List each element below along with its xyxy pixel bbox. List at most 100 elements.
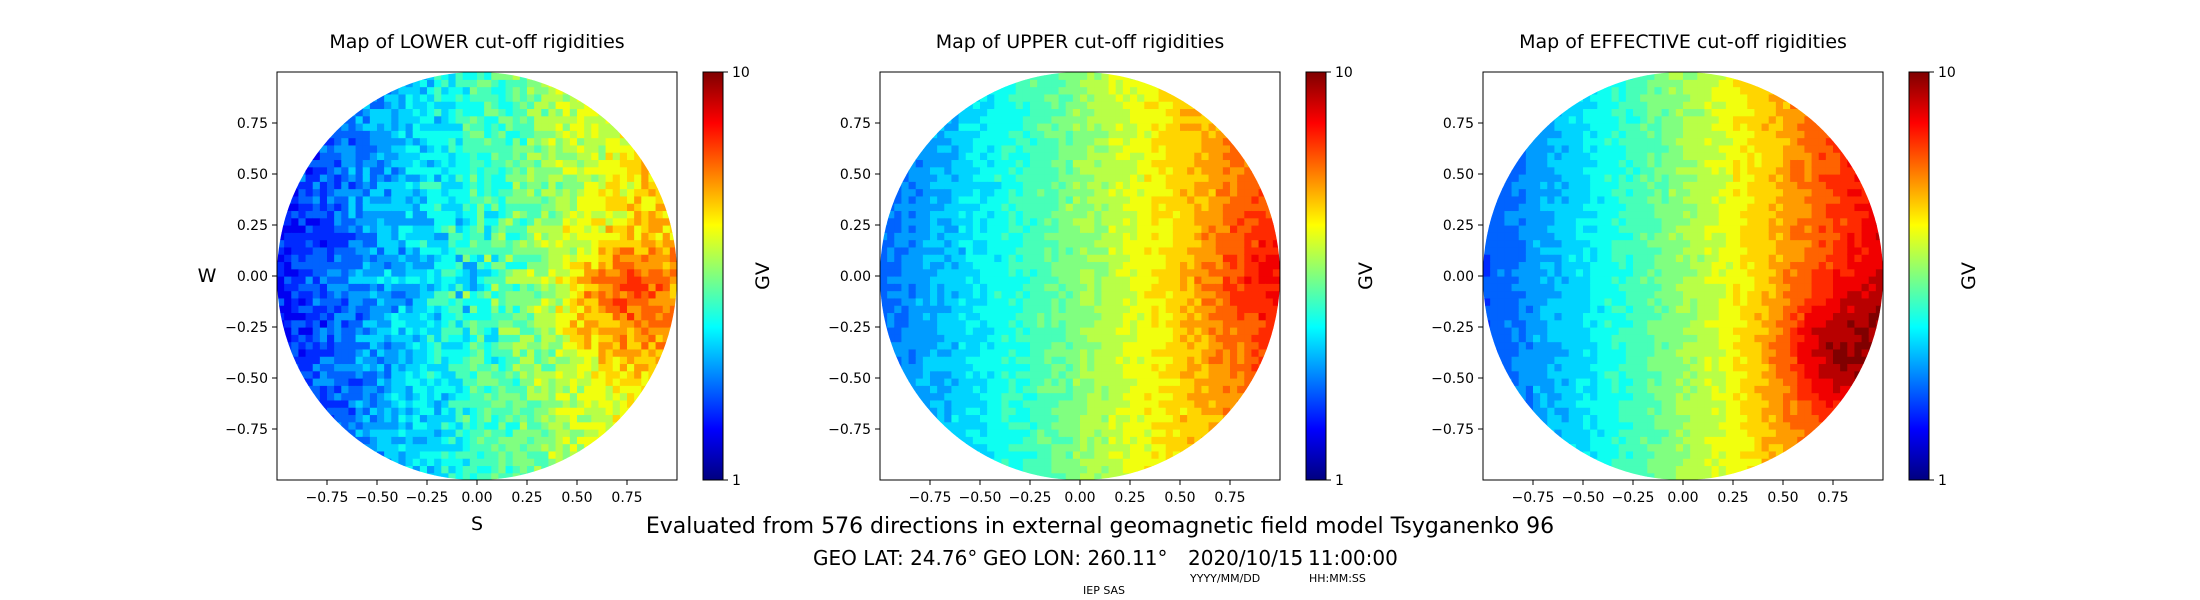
contour-cell — [384, 246, 392, 255]
contour-cell — [477, 195, 485, 204]
contour-cell — [922, 276, 931, 284]
contour-cell — [498, 399, 507, 408]
contour-cell — [1194, 327, 1203, 335]
contour-cell — [887, 290, 895, 299]
contour-cell — [1108, 305, 1117, 314]
contour-cell — [362, 123, 371, 131]
contour-cell — [448, 385, 457, 394]
contour-cell — [312, 305, 321, 314]
contour-cell — [1008, 225, 1017, 233]
contour-cell — [434, 254, 442, 263]
contour-cell — [965, 203, 974, 212]
contour-cell — [291, 239, 300, 248]
contour-cell — [1022, 378, 1031, 386]
contour-cell — [894, 341, 903, 350]
contour-cell — [355, 210, 364, 219]
contour-cell — [577, 385, 585, 394]
contour-cell — [1080, 72, 1088, 80]
contour-cell — [434, 283, 442, 292]
contour-cell — [1015, 86, 1024, 95]
contour-cell — [972, 166, 981, 175]
contour-cell — [908, 356, 917, 365]
contour-cell — [965, 195, 974, 204]
contour-cell — [908, 203, 917, 212]
contour-cell — [384, 421, 392, 430]
contour-cell — [980, 297, 988, 306]
contour-cell — [1151, 436, 1160, 445]
contour-cell — [369, 370, 378, 379]
contour-cell — [1058, 327, 1067, 335]
contour-cell — [319, 378, 328, 386]
contour-cell — [1137, 319, 1145, 328]
contour-cell — [519, 217, 528, 226]
contour-cell — [348, 399, 357, 408]
contour-cell — [512, 144, 521, 153]
contour-cell — [1044, 334, 1053, 343]
contour-cell — [441, 72, 450, 80]
contour-cell — [434, 465, 442, 474]
contour-cell — [391, 450, 400, 459]
contour-cell — [987, 101, 995, 110]
contour-cell — [569, 356, 578, 365]
contour-cell — [1022, 450, 1031, 459]
contour-cell — [341, 392, 350, 401]
contour-cell — [319, 166, 328, 175]
contour-cell — [901, 246, 910, 255]
contour-cell — [1115, 290, 1124, 299]
contour-cell — [1165, 203, 1174, 212]
contour-cell — [922, 210, 931, 219]
contour-cell — [951, 159, 960, 168]
contour-cell — [894, 203, 903, 212]
contour-cell — [419, 101, 428, 110]
contour-cell — [448, 378, 457, 386]
contour-cell — [1001, 210, 1010, 219]
contour-cell — [377, 283, 385, 292]
contour-cell — [1087, 174, 1095, 182]
contour-cell — [555, 239, 564, 248]
contour-cell — [505, 378, 514, 386]
contour-cell — [512, 327, 521, 335]
contour-cell — [498, 450, 507, 459]
contour-cell — [391, 174, 400, 182]
contour-cell — [965, 443, 974, 452]
contour-cell — [548, 239, 557, 248]
contour-cell — [1080, 232, 1088, 241]
contour-cell — [1087, 450, 1095, 459]
contour-cell — [477, 239, 485, 248]
contour-cell — [527, 108, 535, 117]
contour-cell — [569, 443, 578, 452]
contour-cell — [505, 290, 514, 299]
contour-cell — [1215, 319, 1224, 328]
contour-cell — [1130, 225, 1138, 233]
contour-cell — [348, 327, 357, 335]
contour-cell — [901, 203, 910, 212]
contour-cell — [1008, 450, 1017, 459]
contour-cell — [419, 72, 428, 80]
contour-cell — [1087, 232, 1095, 241]
contour-cell — [901, 159, 910, 168]
contour-cell — [972, 123, 981, 131]
contour-cell — [619, 305, 628, 314]
contour-cell — [1201, 239, 1210, 248]
contour-cell — [1037, 414, 1045, 423]
contour-cell — [648, 174, 657, 182]
contour-cell — [1072, 174, 1081, 182]
contour-cell — [369, 334, 378, 343]
contour-cell — [1015, 188, 1024, 197]
contour-cell — [1030, 334, 1038, 343]
contour-cell — [1180, 312, 1188, 321]
contour-cell — [477, 232, 485, 241]
contour-cell — [348, 312, 357, 321]
contour-cell — [1130, 450, 1138, 459]
contour-cell — [412, 458, 421, 467]
contour-cell — [958, 144, 967, 153]
contour-cell — [1030, 312, 1038, 321]
contour-cell — [612, 254, 621, 263]
contour-cell — [391, 356, 400, 365]
contour-cell — [922, 159, 931, 168]
contour-cell — [1030, 363, 1038, 372]
contour-cell — [627, 370, 635, 379]
contour-cell — [505, 152, 514, 161]
contour-cell — [915, 152, 924, 161]
contour-cell — [908, 363, 917, 372]
